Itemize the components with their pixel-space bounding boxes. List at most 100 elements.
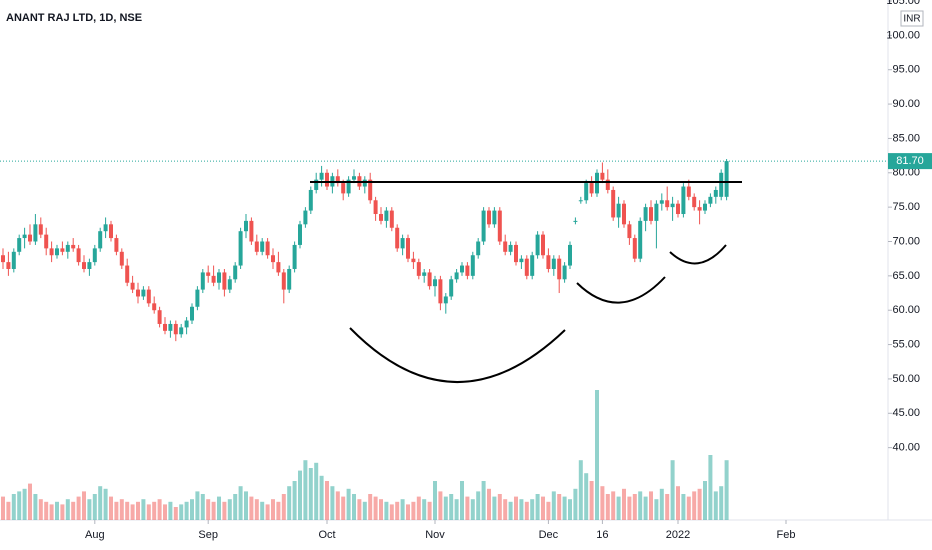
volume-bar [244, 491, 248, 520]
volume-bar [627, 496, 632, 520]
candle-body [627, 224, 632, 239]
volume-bar [384, 501, 389, 520]
x-tick-label: 16 [596, 529, 608, 541]
candle-body [708, 196, 713, 204]
volume-bar [416, 496, 421, 520]
candle-body [249, 220, 254, 242]
volume-bar [44, 501, 49, 520]
x-tick-label: Nov [425, 529, 445, 541]
candle-body [454, 272, 459, 280]
candle-body [416, 262, 421, 276]
candle-body [190, 306, 194, 321]
candle-body [395, 227, 400, 249]
volume-bar [562, 496, 567, 520]
x-tick-label: Oct [318, 529, 335, 541]
volume-bar [535, 494, 540, 520]
candle-body [449, 279, 454, 297]
candle-body [465, 265, 470, 276]
candle-body [519, 258, 524, 263]
candle-body [562, 265, 567, 280]
volume-bar [503, 499, 508, 520]
volume-bar [724, 460, 729, 520]
candle-body [460, 265, 464, 273]
candle-body [125, 265, 130, 283]
volume-bar [65, 499, 70, 520]
candle-body [222, 272, 227, 290]
candle-body [379, 214, 383, 221]
candle-body [681, 186, 686, 215]
candle-body [341, 183, 346, 194]
volume-bar [713, 491, 718, 520]
volume-bar [308, 468, 313, 520]
currency-label: INR [903, 14, 920, 25]
candle-body [724, 161, 729, 197]
candle-body [659, 200, 664, 204]
y-tick-label: 85.00 [892, 132, 920, 144]
candle-body [503, 241, 508, 252]
volume-bar [314, 462, 319, 520]
volume-bar [222, 501, 227, 520]
volume-bar [400, 499, 405, 520]
volume-bar [238, 486, 243, 520]
volume-bar [276, 501, 281, 520]
candle-body [157, 310, 162, 324]
last-price-box [888, 153, 932, 170]
candle-body [713, 189, 718, 197]
y-tick-label: 50.00 [892, 373, 920, 385]
candle-body [530, 255, 535, 276]
volume-bar [287, 486, 292, 520]
candle-body [481, 210, 486, 242]
candle-body [314, 179, 319, 190]
volume-bar [395, 501, 400, 520]
volume-bar [211, 501, 216, 520]
candle-body [22, 234, 27, 239]
volume-bar [109, 496, 113, 520]
volume-bar [600, 486, 605, 520]
candle-body [643, 207, 648, 221]
y-tick-label: 90.00 [892, 98, 920, 110]
volume-bar [519, 499, 524, 520]
plot [1, 159, 729, 520]
candle-body [595, 172, 599, 194]
y-tick-label: 75.00 [892, 201, 920, 213]
volume-bar [217, 496, 221, 520]
candle-body [616, 203, 621, 218]
volume-bar [260, 501, 265, 520]
volume-bar [676, 486, 680, 520]
candle-body [136, 289, 140, 297]
volume-bar [362, 501, 367, 520]
candle-body [584, 183, 589, 201]
volume-bar [136, 501, 140, 520]
volume-bar [119, 499, 124, 520]
volume-bar [379, 499, 383, 520]
candle-body [271, 255, 275, 263]
x-tick-label: Sep [198, 529, 218, 541]
candle-body [686, 186, 691, 197]
y-tick-label: 45.00 [892, 407, 920, 419]
volume-bar [335, 491, 340, 520]
candle-body [373, 200, 378, 215]
volume-bar [49, 504, 54, 520]
volume-bar [443, 496, 448, 520]
candle-body [692, 196, 697, 208]
candle-body [103, 224, 108, 232]
volume-bar [589, 481, 594, 520]
candle-body [211, 275, 216, 283]
candle-body [265, 241, 270, 256]
candle-body [422, 272, 427, 276]
volume-bar [168, 501, 173, 520]
volume-bar [22, 488, 27, 520]
volume-bar [654, 499, 659, 520]
candle-body [589, 183, 594, 194]
y-tick-label: 60.00 [892, 304, 920, 316]
candle-body [173, 323, 178, 335]
volume-bar [438, 491, 443, 520]
candle-body [508, 244, 513, 252]
volume-bar [325, 481, 329, 520]
candle-body [638, 220, 643, 259]
volume-bar [346, 488, 351, 520]
candle-body [557, 258, 562, 280]
candle-body [384, 210, 389, 221]
volume-bar [454, 499, 459, 520]
